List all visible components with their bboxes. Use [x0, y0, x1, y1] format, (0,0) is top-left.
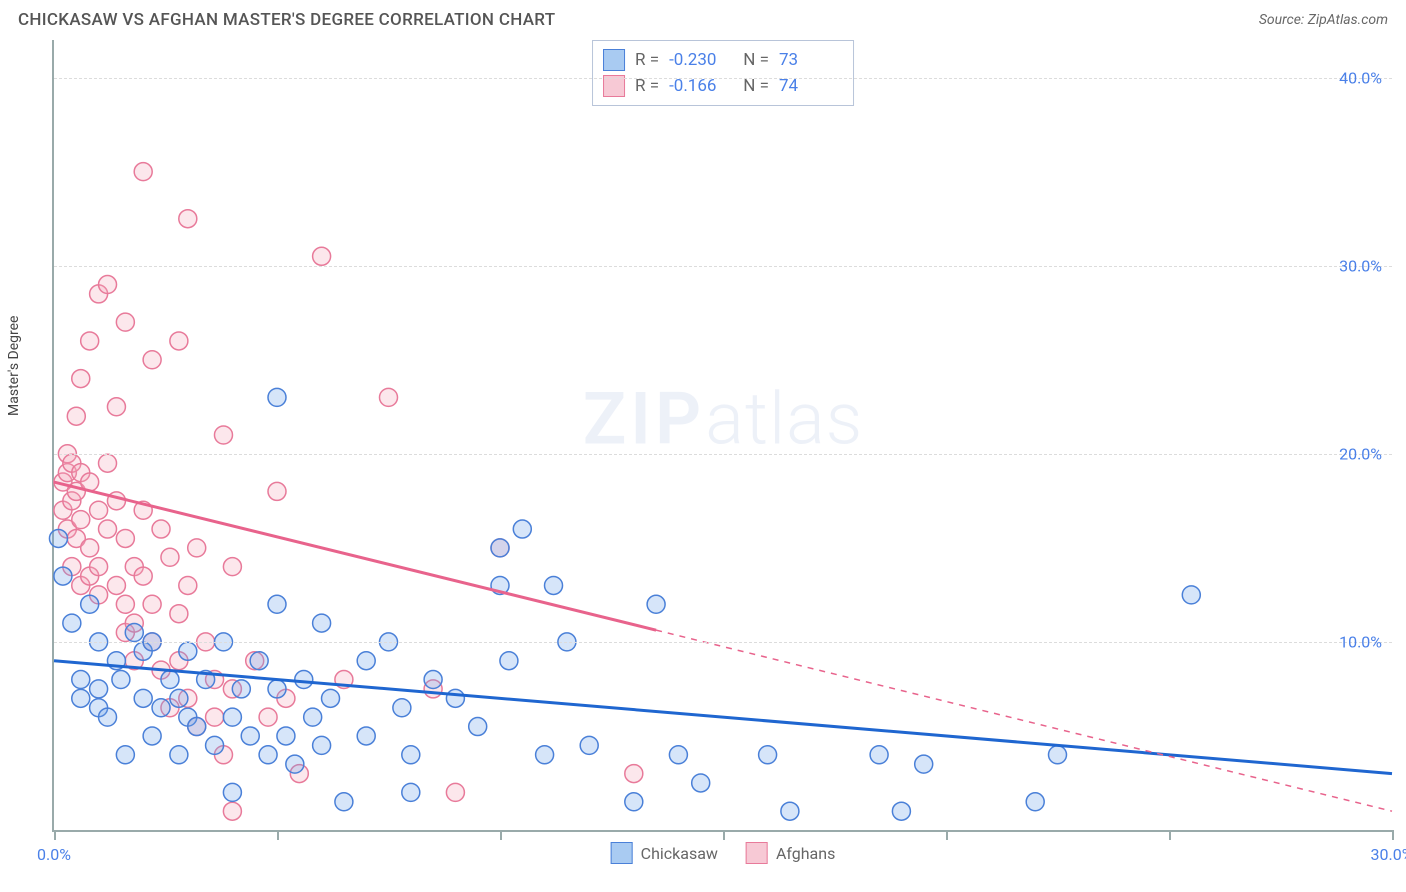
stat-r-chickasaw: -0.230	[669, 50, 729, 70]
stats-row-chickasaw: R = -0.230 N = 73	[603, 47, 839, 73]
stat-n-chickasaw: 73	[779, 50, 839, 70]
page-title: CHICKASAW VS AFGHAN MASTER'S DEGREE CORR…	[18, 10, 555, 30]
plot-area: ZIPatlas R = -0.230 N = 73 R = -0.166 N …	[52, 40, 1392, 832]
y-axis-label: Master's Degree	[6, 316, 22, 416]
stats-box: R = -0.230 N = 73 R = -0.166 N = 74	[592, 40, 854, 106]
stat-r-afghans: -0.166	[669, 76, 729, 96]
correlation-scatter-chart: Master's Degree ZIPatlas R = -0.230 N = …	[14, 40, 1392, 832]
legend: Chickasaw Afghans	[611, 842, 836, 864]
swatch-chickasaw	[603, 49, 625, 71]
legend-item-afghans: Afghans	[746, 842, 835, 864]
legend-swatch-afghans	[746, 842, 768, 864]
stat-n-afghans: 74	[779, 76, 839, 96]
legend-swatch-chickasaw	[611, 842, 633, 864]
legend-item-chickasaw: Chickasaw	[611, 842, 718, 864]
source-credit: Source: ZipAtlas.com	[1259, 12, 1388, 28]
plot-svg	[54, 40, 1392, 830]
source-link[interactable]: ZipAtlas.com	[1308, 12, 1388, 28]
header: CHICKASAW VS AFGHAN MASTER'S DEGREE CORR…	[0, 0, 1406, 34]
